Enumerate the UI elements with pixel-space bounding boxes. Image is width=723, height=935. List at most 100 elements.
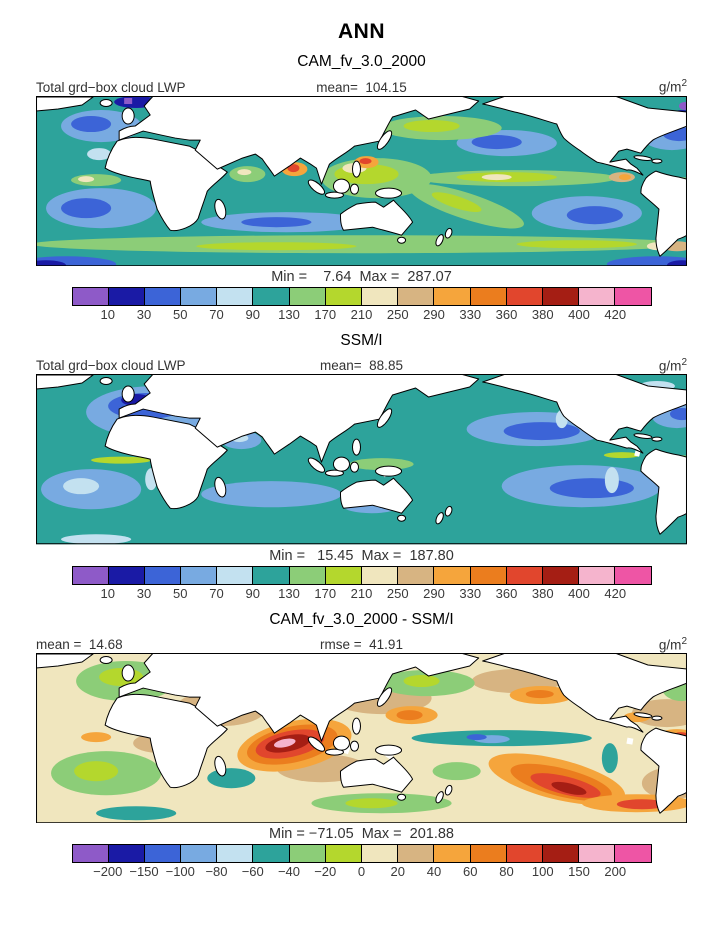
colorbar-segment [253, 287, 290, 305]
colorbar-segment [398, 287, 435, 305]
colorbar-tick-labels: −200 −150 −100 −80 −60 −40 −20 0 20 40 60 80 100 150 2… [72, 863, 652, 880]
map-frame [36, 653, 687, 824]
colorbar-segment [253, 845, 290, 863]
colorbar-segment [181, 566, 218, 584]
colorbar-tick-label: 30 [136, 306, 152, 322]
colorbar-segment [542, 287, 580, 305]
colorbar-tick-label: 50 [173, 585, 188, 601]
mean-stat: mean = 14.68 [36, 637, 123, 652]
colorbar-difference: −200 −150 −100 −80 −60 −40 −20 0 20 40 60 80 100 150 2… [71, 844, 652, 880]
colorbar-segment [470, 566, 507, 584]
map-frame [36, 95, 687, 266]
colorbar-tick-label: 80 [499, 864, 514, 880]
colorbar-tick-label: 290 [423, 585, 445, 601]
colorbar-segment [144, 566, 182, 584]
colorbar-segment [579, 566, 616, 584]
units-exponent: 2 [681, 78, 687, 89]
colorbar-tick-label: −60 [241, 864, 264, 880]
colorbar-tick-label: 170 [314, 585, 337, 601]
colorbar-segment [217, 566, 254, 584]
colorbar-segment [108, 287, 145, 305]
colorbar-segment [217, 845, 254, 863]
colorbar-tick-label: 70 [209, 585, 224, 601]
units-label: g/m2 [659, 357, 687, 374]
colorbar-segment [325, 566, 362, 584]
colorbar-tick-labels: 10 30 50 70 90 130 170 210 250 290 330 360 380 400 420 [72, 306, 652, 323]
rmse-stat: rmse = 41.91 [320, 637, 403, 652]
map-frame [36, 374, 687, 545]
colorbar-segment [542, 566, 580, 584]
colorbar-segment [108, 845, 145, 863]
colorbar-segment [144, 845, 182, 863]
colorbar-tick-label: 250 [386, 306, 409, 322]
colorbar-segment [542, 845, 580, 863]
panel-difference: CAM_fv_3.0_2000 - SSM/I mean = 14.68 rms… [36, 611, 687, 881]
colorbar-tick-label: 70 [209, 306, 224, 322]
colorbar-segment [72, 287, 109, 305]
colorbar-segment [325, 287, 362, 305]
panel-obs: SSM/I Total grd−box cloud LWP mean= 88.8… [36, 332, 687, 602]
colorbar-tick-label: 210 [350, 306, 373, 322]
colorbar-segment [434, 566, 471, 584]
colorbar-tick-label: −150 [129, 864, 159, 880]
variable-label: Total grd−box cloud LWP [36, 79, 186, 95]
colorbar-tick-label: −200 [93, 864, 123, 880]
panel-model: CAM_fv_3.0_2000 Total grd−box cloud LWP … [36, 53, 687, 323]
min-max-stats: Min = 7.64 Max = 287.07 [271, 268, 452, 285]
colorbar-tick-label: 200 [604, 864, 627, 880]
colorbar-tick-label: 380 [531, 585, 554, 601]
colorbar-tick-label: 130 [278, 585, 300, 601]
panel-difference-title: CAM_fv_3.0_2000 - SSM/I [269, 610, 454, 628]
colorbar-tick-label: 150 [568, 864, 590, 880]
colorbar-segment [615, 566, 651, 584]
colorbar-segment [470, 287, 507, 305]
colorbar-tick-label: −20 [314, 864, 337, 880]
variable-label: Total grd−box cloud LWP [36, 358, 186, 374]
min-max-stats: Min = −71.05 Max = 201.88 [269, 826, 454, 843]
units-label: g/m2 [659, 636, 687, 653]
colorbar-segment [289, 566, 326, 584]
map-ssmi [36, 374, 687, 545]
colorbar-segment [217, 287, 254, 305]
colorbar-segment [579, 845, 616, 863]
colorbar-tick-label: 360 [495, 585, 518, 601]
colorbar-segment [615, 287, 651, 305]
colorbar-segment [362, 566, 399, 584]
units-base: g/m [658, 79, 682, 95]
colorbar-tick-label: 50 [173, 306, 188, 322]
colorbar-segment [579, 287, 616, 305]
units-exponent: 2 [681, 635, 687, 647]
colorbar-tick-label: 100 [531, 864, 554, 880]
colorbar-segment [72, 566, 109, 584]
colorbar-segment [506, 845, 543, 863]
colorbar-segment [144, 287, 182, 305]
colorbar-segment [506, 287, 543, 305]
colorbar-segment [398, 845, 435, 863]
colorbar-tick-label: 90 [245, 585, 260, 601]
map-cam-fv-3-0-2000 [36, 95, 687, 266]
colorbar-tick-label: 10 [100, 306, 115, 322]
colorbar-segment [181, 845, 218, 863]
colorbar-tick-label: −40 [277, 864, 301, 880]
colorbar-segment [289, 287, 326, 305]
colorbar-tick-label: −80 [205, 864, 228, 880]
colorbar-tick-label: 210 [350, 585, 373, 601]
colorbar-tick-label: 400 [568, 306, 590, 322]
colorbar-segment [615, 845, 651, 863]
colorbar-segment [108, 566, 145, 584]
colorbar-tick-label: 60 [463, 864, 478, 880]
colorbar-segment [398, 566, 435, 584]
colorbar-tick-label: 0 [357, 864, 366, 880]
colorbar-segment [470, 845, 507, 863]
colorbar-segment [325, 845, 362, 863]
colorbar-segment [362, 287, 399, 305]
mean-stat: mean= 104.15 [316, 79, 407, 95]
colorbar-tick-label: 250 [386, 585, 409, 601]
colorbar-lwp-model: 10 30 50 70 90 130 170 210 250 290 330 360 380 400 420 [71, 286, 652, 323]
colorbar-tick-label: 420 [604, 585, 627, 601]
units-label: g/m2 [659, 78, 687, 95]
mean-stat: mean= 88.85 [320, 358, 403, 374]
colorbar-lwp-obs: 10 30 50 70 90 130 170 210 250 290 330 360 380 400 420 [71, 565, 652, 602]
panel-obs-title: SSM/I [340, 331, 383, 349]
colorbar-tick-label: 20 [390, 864, 405, 880]
